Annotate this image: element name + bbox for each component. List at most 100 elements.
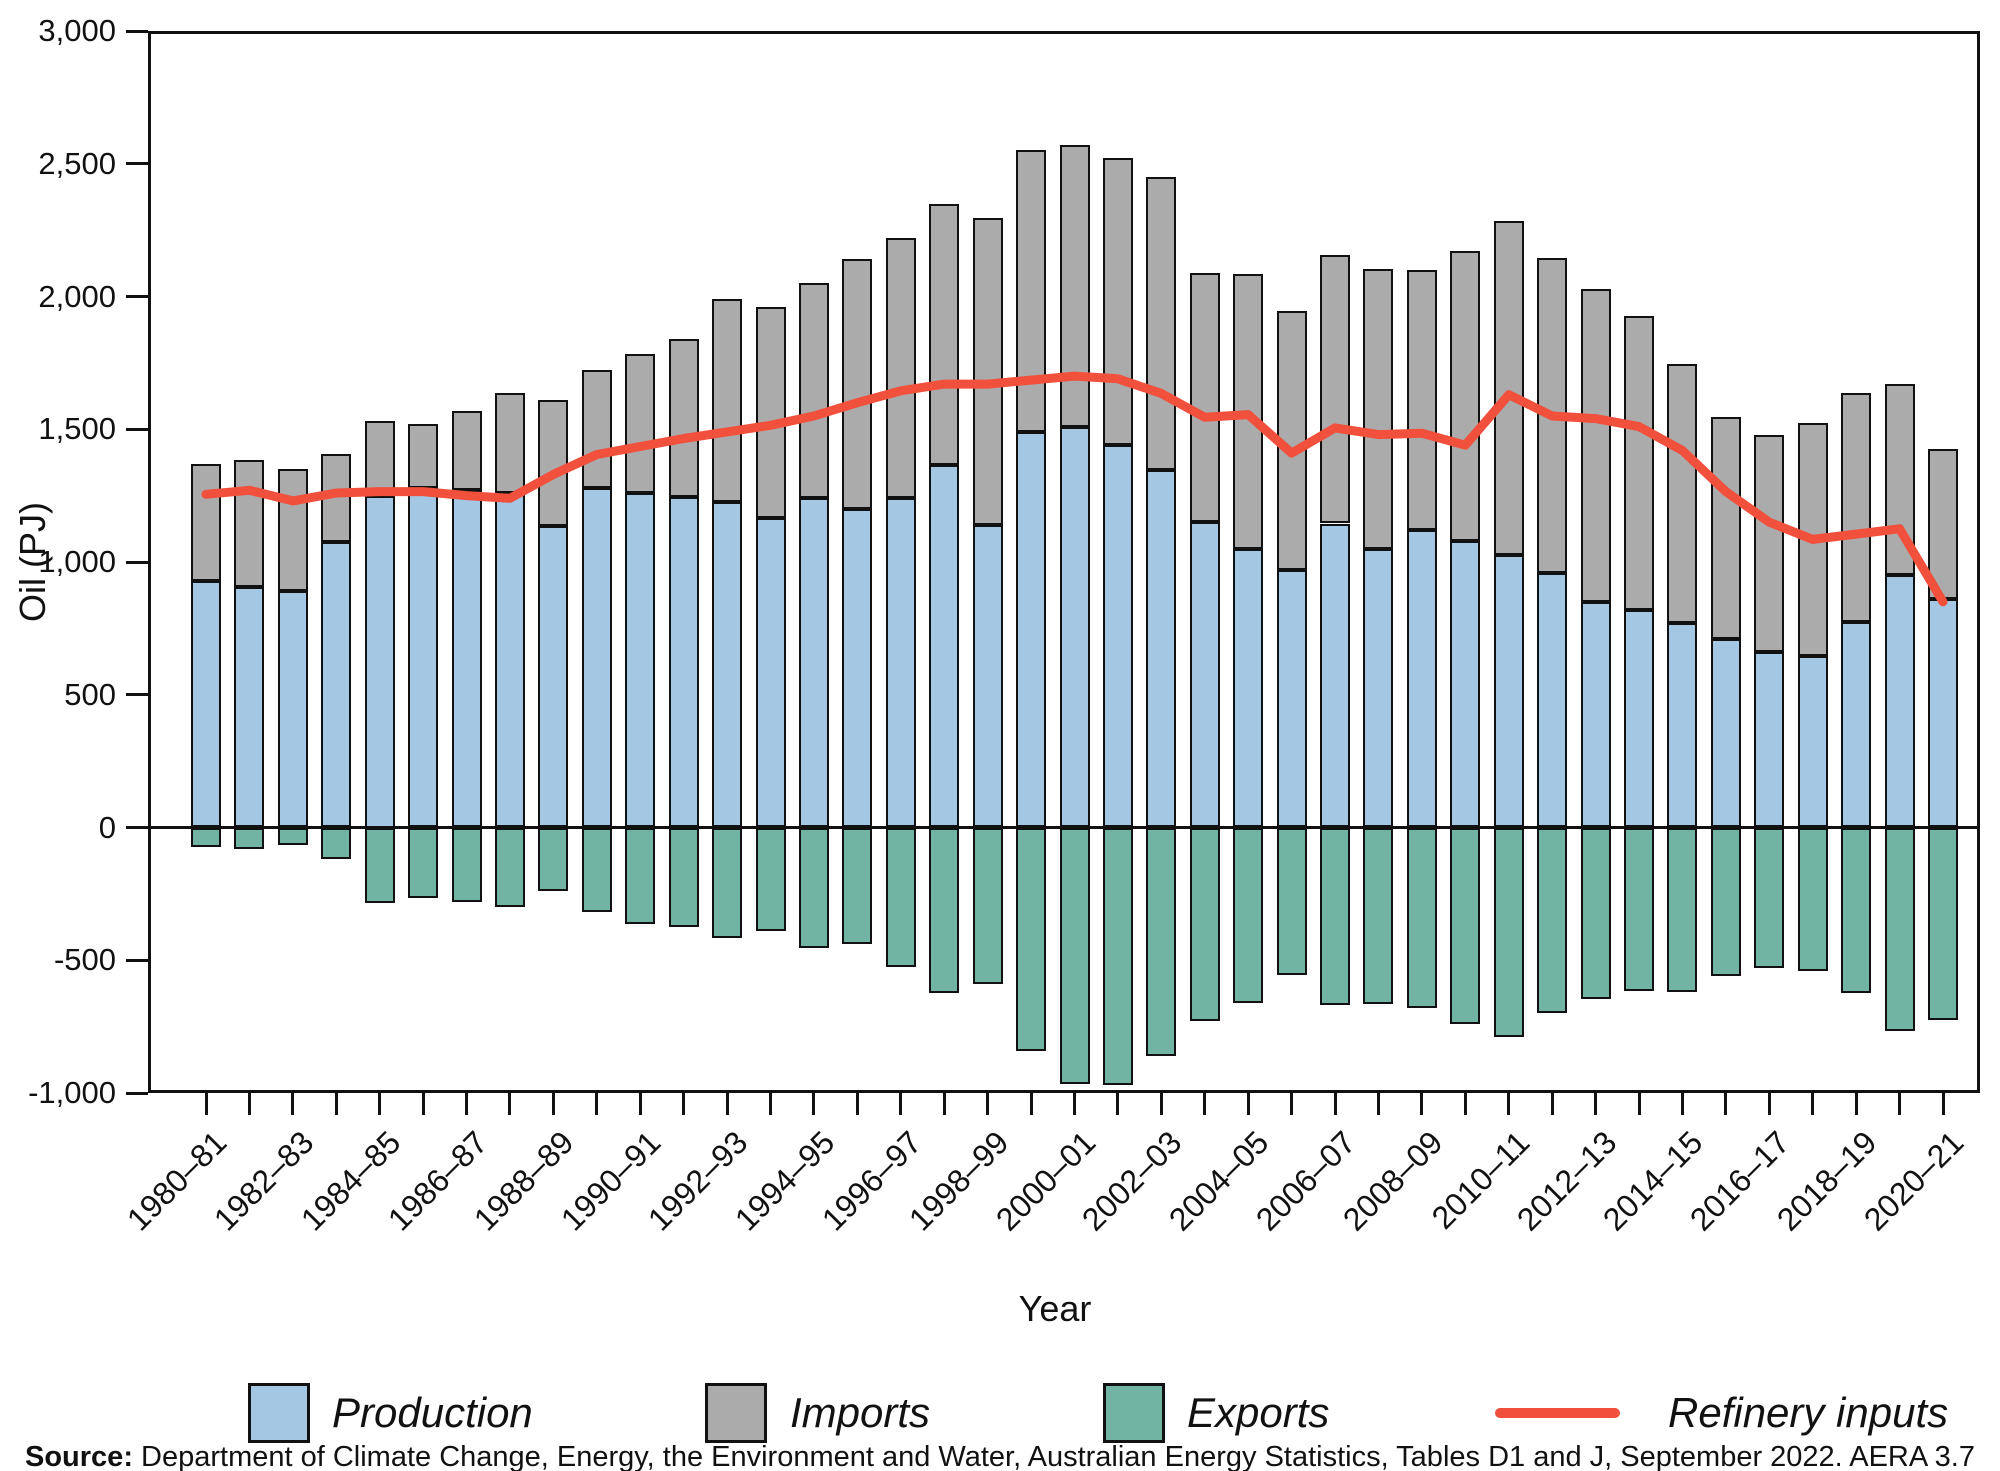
exports-bar: [1102, 827, 1133, 1086]
x-tick: [812, 1093, 816, 1115]
y-tick: [126, 560, 148, 564]
production-bar: [277, 591, 308, 828]
legend-swatch-exports: [1103, 1383, 1165, 1443]
y-tick: [126, 826, 148, 829]
x-tick: [1507, 1093, 1511, 1115]
y-tick: [126, 162, 148, 166]
production-bar: [1928, 599, 1958, 828]
production-bar: [1710, 638, 1741, 828]
y-tick: [126, 29, 148, 33]
source-note: Source: Department of Climate Change, En…: [25, 1441, 1843, 1471]
exports-bar: [842, 827, 873, 945]
x-tick: [204, 1093, 208, 1115]
exports-bar: [1797, 827, 1828, 971]
y-tick: [126, 693, 148, 697]
exports-bar: [1406, 827, 1437, 1009]
exports-bar: [581, 827, 612, 913]
x-tick: [1941, 1093, 1945, 1115]
exports-bar: [1667, 827, 1698, 993]
x-tick: [638, 1093, 642, 1115]
x-tick: [1767, 1093, 1771, 1115]
exports-bar: [885, 827, 916, 967]
x-tick: [986, 1093, 990, 1115]
legend-swatch-imports: [705, 1383, 767, 1443]
y-tick-label: 2,000: [38, 278, 116, 314]
x-tick: [334, 1093, 338, 1115]
exports-bar: [625, 827, 656, 925]
exports-bar: [1146, 827, 1177, 1056]
x-tick: [465, 1093, 469, 1115]
production-bar: [1884, 575, 1915, 828]
x-tick: [769, 1093, 773, 1115]
production-bar: [1797, 656, 1828, 828]
x-tick: [1159, 1093, 1163, 1115]
exports-bar: [1928, 827, 1958, 1020]
x-tick: [682, 1093, 686, 1115]
production-bar: [1624, 609, 1655, 828]
source-text: Department of Climate Change, Energy, th…: [132, 1441, 1843, 1471]
x-tick: [725, 1093, 729, 1115]
production-bar: [1580, 601, 1611, 828]
exports-bar: [798, 827, 829, 949]
exports-bar: [1450, 827, 1481, 1024]
x-tick: [551, 1093, 555, 1115]
x-tick: [378, 1093, 382, 1115]
production-bar: [1276, 569, 1307, 828]
legend-label-production: Production: [332, 1389, 533, 1436]
production-bar: [1841, 621, 1872, 828]
legend-label-exports: Exports: [1187, 1389, 1330, 1436]
exports-bar: [1189, 827, 1220, 1022]
legend-label-refinery-inputs: Refinery inputs: [1668, 1389, 1949, 1436]
exports-bar: [1276, 827, 1307, 975]
x-tick: [1376, 1093, 1380, 1115]
exports-bar: [538, 827, 569, 892]
exports-bar: [755, 827, 786, 932]
exports-bar: [1754, 827, 1785, 969]
exports-bar: [929, 827, 960, 994]
y-tick: [126, 427, 148, 431]
x-tick: [1811, 1093, 1815, 1115]
exports-bar: [1493, 827, 1524, 1038]
plot-area: [148, 31, 1980, 1093]
x-tick: [247, 1093, 251, 1115]
legend-line-swatch-refinery-inputs: [1495, 1408, 1620, 1418]
x-tick: [1854, 1093, 1858, 1115]
x-tick: [1550, 1093, 1554, 1115]
exports-bar: [972, 827, 1003, 985]
zero-axis-line: [148, 826, 1980, 829]
aera-version-tag: AERA 3.7: [1849, 1441, 1975, 1471]
x-tick: [1898, 1093, 1902, 1115]
x-tick: [421, 1093, 425, 1115]
legend-swatch-production: [248, 1383, 310, 1443]
x-tick: [1290, 1093, 1294, 1115]
x-tick: [1029, 1093, 1033, 1115]
y-axis-title: Oil (PJ): [12, 502, 53, 622]
exports-bar: [1884, 827, 1915, 1031]
x-tick: [1333, 1093, 1337, 1115]
x-tick: [1203, 1093, 1207, 1115]
exports-bar: [668, 827, 699, 928]
y-tick-label: -500: [53, 942, 116, 978]
exports-bar: [1841, 827, 1872, 994]
exports-bar: [451, 827, 482, 902]
x-tick: [1594, 1093, 1598, 1115]
legend-label-imports: Imports: [790, 1389, 931, 1436]
x-tick: [291, 1093, 295, 1115]
x-tick: [899, 1093, 903, 1115]
x-tick: [1420, 1093, 1424, 1115]
exports-bar: [1710, 827, 1741, 977]
x-axis-title: Year: [1018, 1288, 1092, 1329]
exports-bar: [408, 827, 439, 898]
x-tick: [1680, 1093, 1684, 1115]
exports-bar: [1320, 827, 1351, 1006]
x-tick: [1116, 1093, 1120, 1115]
y-tick-label: 3,000: [38, 13, 116, 48]
x-tick: [942, 1093, 946, 1115]
x-tick: [595, 1093, 599, 1115]
y-tick-label: -1,000: [28, 1075, 116, 1110]
x-tick: [1463, 1093, 1467, 1115]
x-tick: [508, 1093, 512, 1115]
exports-bar: [1363, 827, 1394, 1005]
y-tick: [126, 1091, 148, 1095]
